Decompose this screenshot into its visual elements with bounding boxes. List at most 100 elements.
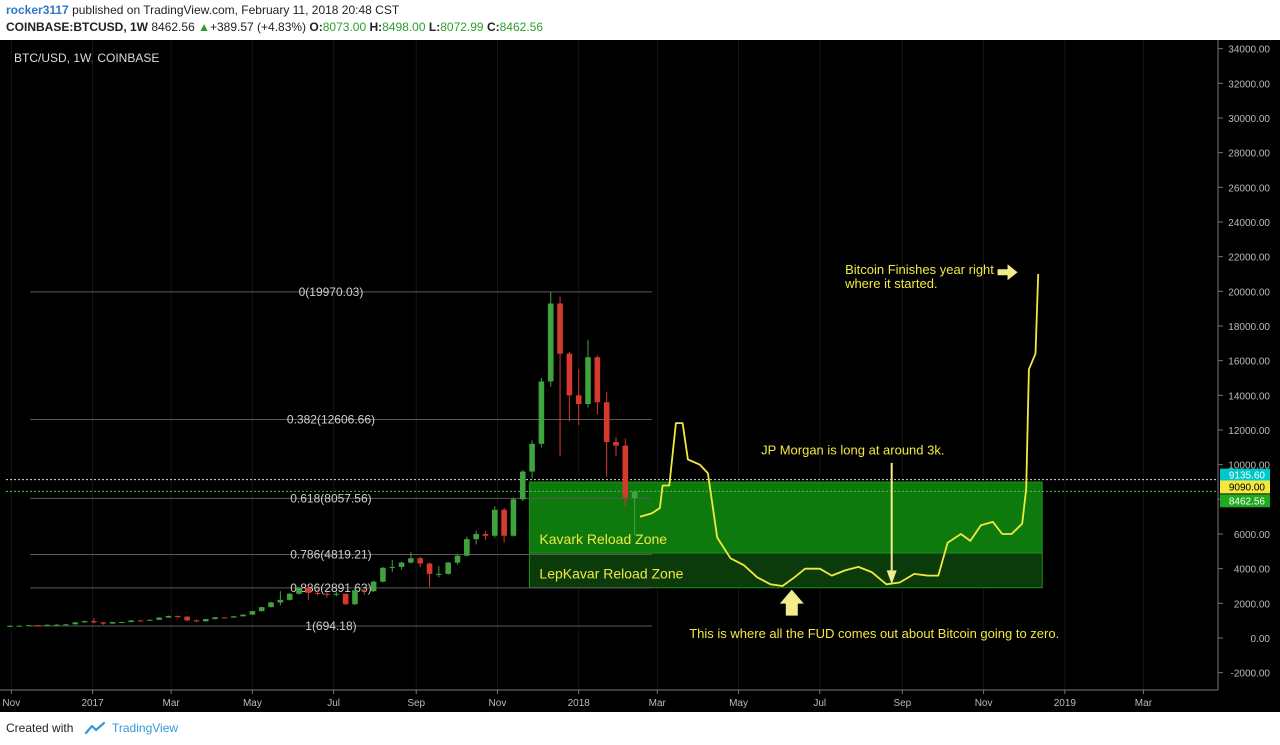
last-price: 8462.56 bbox=[151, 20, 195, 34]
candle-body bbox=[25, 625, 32, 627]
candle-body bbox=[91, 621, 97, 623]
projection-path bbox=[639, 273, 1040, 587]
candles-layer bbox=[7, 291, 638, 627]
candle-body bbox=[557, 303, 563, 354]
candle-body bbox=[529, 443, 535, 472]
candle-body bbox=[249, 611, 256, 615]
candle-body bbox=[268, 602, 274, 608]
fib-level-label: 0.886(2891.63) bbox=[290, 581, 371, 595]
price-badge bbox=[1220, 468, 1270, 482]
candle-body bbox=[547, 303, 554, 382]
candle-body bbox=[426, 563, 433, 574]
fib-level-label: 0.382(12606.66) bbox=[287, 412, 375, 426]
quote-line: COINBASE:BTCUSD, 1W 8462.56 ▲+389.57 (+4… bbox=[6, 20, 543, 34]
down-arrow-icon bbox=[886, 570, 897, 585]
candle-body bbox=[417, 558, 424, 564]
candle-body bbox=[603, 402, 610, 443]
candle-body bbox=[622, 445, 629, 498]
x-tick-label: Jul bbox=[327, 698, 340, 709]
candle-body bbox=[314, 592, 321, 594]
fib-level-label: 0(19970.03) bbox=[299, 285, 364, 299]
y-tick-label: 32000.00 bbox=[1228, 79, 1270, 90]
candle-body bbox=[436, 573, 442, 575]
candle-body bbox=[473, 534, 479, 540]
candle-body bbox=[165, 615, 172, 618]
y-tick-label: 18000.00 bbox=[1228, 322, 1270, 333]
fib-level-label: 0.786(4819.21) bbox=[290, 547, 371, 561]
candle-body bbox=[538, 381, 545, 444]
candle-body bbox=[156, 617, 162, 620]
y-tick-label: 20000.00 bbox=[1228, 287, 1270, 298]
candle-body bbox=[594, 357, 601, 403]
price-chart[interactable]: BTC/USD, 1W, COINBASE Kavark Reload Zone… bbox=[0, 40, 1280, 712]
candle-body bbox=[240, 614, 246, 617]
candle-body bbox=[202, 619, 209, 622]
tradingview-logo-icon[interactable] bbox=[84, 721, 106, 735]
candle-body bbox=[286, 593, 293, 600]
x-tick-label: Sep bbox=[407, 698, 425, 709]
high-value: 8498.00 bbox=[382, 20, 426, 34]
candle-body bbox=[193, 620, 200, 622]
candle-body bbox=[7, 625, 13, 627]
tradingview-link[interactable]: TradingView bbox=[112, 721, 179, 735]
chart-title: BTC/USD, 1W, COINBASE bbox=[14, 51, 159, 65]
candle-body bbox=[361, 590, 368, 592]
price-axis[interactable] bbox=[1218, 40, 1280, 712]
x-tick-label: Nov bbox=[489, 698, 507, 709]
candle-body bbox=[613, 442, 619, 446]
chart-background bbox=[0, 40, 1280, 712]
candle-body bbox=[81, 621, 88, 623]
x-tick-label: May bbox=[729, 698, 748, 709]
open-label: O: bbox=[309, 20, 323, 34]
candle-body bbox=[258, 607, 265, 612]
x-tick-label: Mar bbox=[1135, 698, 1153, 709]
x-tick-label: 2018 bbox=[568, 698, 591, 709]
x-tick-label: 2019 bbox=[1054, 698, 1077, 709]
candle-body bbox=[398, 562, 405, 567]
zones-layer: Kavark Reload Zone LepKavar Reload Zone bbox=[528, 481, 1043, 589]
candle-body bbox=[175, 615, 181, 617]
axes-layer: -2000.000.002000.004000.006000.008000.00… bbox=[0, 40, 1280, 712]
candle-body bbox=[63, 624, 69, 626]
candle-body bbox=[230, 616, 237, 618]
close-value: 8462.56 bbox=[499, 20, 544, 34]
up-arrow-icon: ▲ bbox=[198, 20, 210, 34]
candle-body bbox=[631, 491, 638, 499]
footer: Created with TradingView bbox=[0, 712, 1280, 745]
candle-body bbox=[296, 587, 302, 594]
author-link[interactable]: rocker3117 bbox=[6, 3, 69, 17]
candle-body bbox=[221, 617, 228, 619]
candle-body bbox=[575, 395, 582, 404]
candle-body bbox=[147, 619, 153, 621]
annotations-layer: JP Morgan is long at around 3k. This is w… bbox=[689, 262, 1059, 641]
candle-body bbox=[100, 622, 107, 624]
publish-header: rocker3117 published on TradingView.com,… bbox=[0, 0, 1280, 40]
candle-body bbox=[16, 625, 23, 627]
zone-label: LepKavar Reload Zone bbox=[539, 566, 683, 582]
reload-zone bbox=[528, 481, 1043, 554]
projection-layer bbox=[639, 273, 1040, 587]
time-axis[interactable] bbox=[0, 690, 1218, 712]
reload-zone bbox=[528, 552, 1043, 589]
y-tick-label: 30000.00 bbox=[1228, 114, 1270, 125]
candle-body bbox=[277, 599, 284, 603]
high-label: H: bbox=[369, 20, 383, 34]
y-tick-label: 26000.00 bbox=[1228, 183, 1270, 194]
y-tick-label: 28000.00 bbox=[1228, 149, 1270, 160]
x-tick-label: May bbox=[243, 698, 262, 709]
y-tick-label: 14000.00 bbox=[1228, 391, 1270, 402]
candle-body bbox=[491, 509, 498, 536]
candle-body bbox=[342, 593, 349, 605]
candle-body bbox=[519, 471, 526, 500]
fib-level-label: 1(694.18) bbox=[305, 619, 356, 633]
candle-body bbox=[389, 566, 396, 568]
candle-body bbox=[445, 562, 451, 574]
publish-line: rocker3117 published on TradingView.com,… bbox=[6, 3, 399, 17]
y-tick-label: 24000.00 bbox=[1228, 218, 1270, 229]
x-tick-label: Jul bbox=[813, 698, 826, 709]
candle-body bbox=[72, 622, 79, 625]
candle-body bbox=[380, 567, 386, 582]
candle-body bbox=[184, 616, 190, 621]
price-change: +389.57 (+4.83%) bbox=[209, 20, 307, 34]
candle-body bbox=[352, 590, 358, 605]
